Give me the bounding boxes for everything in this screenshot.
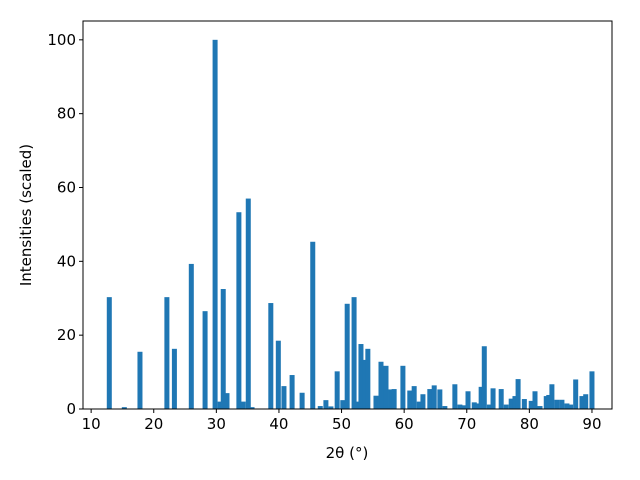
bar	[512, 396, 518, 409]
y-tick-label: 60	[57, 178, 76, 196]
bar	[164, 297, 170, 409]
bar	[508, 398, 514, 409]
bar	[420, 394, 426, 409]
x-tick-label: 30	[207, 415, 226, 433]
bar	[537, 406, 543, 409]
x-tick-label: 70	[457, 415, 476, 433]
bar	[583, 394, 589, 409]
bar	[490, 388, 496, 409]
bar	[106, 297, 112, 409]
y-axis-label: Intensities (scaled)	[17, 144, 35, 286]
y-tick-label: 40	[57, 252, 76, 270]
bar	[568, 404, 574, 409]
bar	[532, 391, 538, 409]
bar	[323, 400, 329, 409]
bar	[275, 340, 281, 409]
y-tick-label: 20	[57, 326, 76, 344]
bar	[400, 365, 406, 409]
y-tick-label: 0	[66, 400, 76, 418]
bar	[351, 297, 357, 409]
x-tick-label: 40	[269, 415, 288, 433]
bar	[460, 405, 466, 409]
bar	[431, 385, 437, 409]
bar	[411, 386, 417, 409]
bar	[220, 289, 226, 409]
y-tick-label: 100	[47, 31, 76, 49]
bar	[340, 400, 346, 409]
bar	[245, 198, 251, 409]
bar	[546, 394, 552, 409]
bar	[465, 391, 471, 409]
bar	[224, 393, 230, 409]
bar	[474, 403, 480, 409]
bar	[281, 386, 287, 409]
x-tick-label: 80	[520, 415, 539, 433]
bar	[354, 401, 360, 409]
bar	[378, 361, 384, 409]
bar	[391, 389, 397, 409]
bar	[528, 400, 534, 409]
bar	[289, 375, 295, 409]
bar	[358, 344, 364, 409]
bar	[188, 263, 194, 409]
bar	[503, 404, 509, 409]
bar	[137, 351, 143, 409]
x-tick-label: 50	[332, 415, 351, 433]
bar	[334, 371, 340, 409]
bar	[362, 359, 368, 409]
bar	[344, 303, 350, 409]
x-tick-label: 60	[395, 415, 414, 433]
bar	[457, 404, 463, 409]
plot-frame	[82, 20, 613, 410]
bar	[471, 402, 477, 409]
bar	[365, 348, 371, 409]
x-axis-label: 2θ (°)	[326, 444, 369, 462]
bar	[317, 406, 323, 409]
bar	[388, 389, 394, 409]
bar	[171, 348, 177, 409]
bar	[240, 401, 246, 409]
bar	[236, 212, 242, 409]
bar	[481, 346, 487, 409]
bar	[407, 390, 413, 409]
bar	[498, 389, 504, 409]
bar	[202, 311, 208, 409]
bar	[559, 399, 565, 409]
bar	[299, 392, 305, 409]
bar	[416, 401, 422, 409]
bar	[437, 389, 443, 409]
x-tick-label: 90	[582, 415, 601, 433]
bar	[549, 384, 555, 409]
x-tick-label: 20	[144, 415, 163, 433]
bar	[328, 406, 334, 409]
bar	[554, 399, 560, 409]
bar	[310, 241, 316, 409]
bar	[478, 386, 484, 409]
y-tick-label: 80	[57, 105, 76, 123]
bar	[249, 407, 255, 409]
bar	[579, 396, 585, 409]
bar	[121, 407, 127, 409]
bar	[515, 379, 521, 409]
bar	[383, 365, 389, 409]
bar	[442, 406, 448, 409]
bar	[452, 384, 458, 409]
bar	[486, 404, 492, 409]
bar	[212, 39, 218, 409]
bar	[217, 401, 223, 409]
bar	[573, 379, 579, 409]
bar	[564, 403, 570, 409]
bar	[521, 399, 527, 409]
bar	[589, 371, 595, 409]
bar	[268, 303, 274, 409]
bar	[373, 395, 379, 409]
bar	[427, 389, 433, 409]
x-tick-label: 10	[82, 415, 101, 433]
